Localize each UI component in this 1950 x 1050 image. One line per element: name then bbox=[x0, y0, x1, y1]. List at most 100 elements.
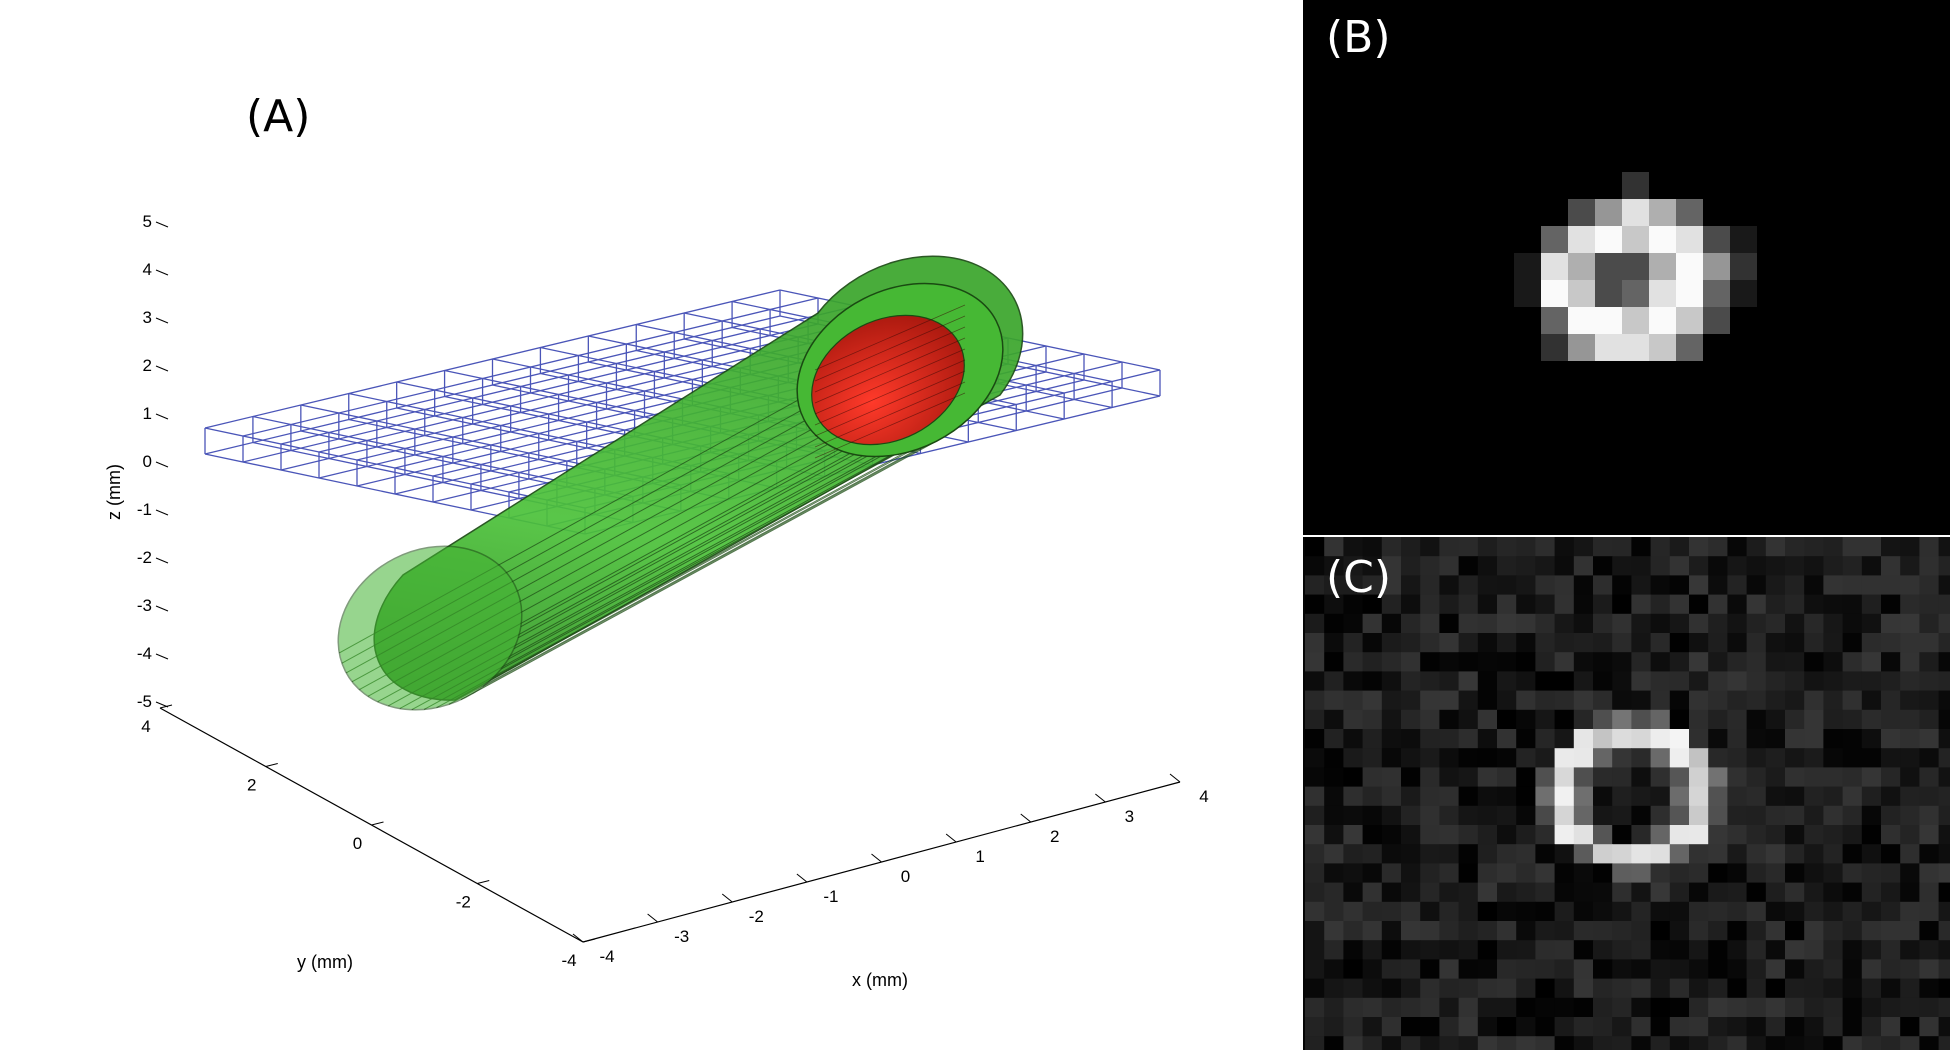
image-pixel bbox=[1593, 1036, 1613, 1050]
image-pixel bbox=[1593, 748, 1613, 768]
image-pixel bbox=[1420, 844, 1440, 864]
image-pixel bbox=[1746, 959, 1767, 980]
image-pixel bbox=[1669, 844, 1690, 864]
image-pixel bbox=[1401, 940, 1421, 960]
image-pixel bbox=[1458, 786, 1479, 807]
image-pixel bbox=[1593, 709, 1613, 730]
image-pixel bbox=[1535, 594, 1556, 615]
image-pixel bbox=[1785, 709, 1805, 730]
image-pixel bbox=[1746, 594, 1767, 615]
image-pixel bbox=[1708, 748, 1728, 768]
image-pixel bbox=[1612, 940, 1632, 960]
image-pixel bbox=[1612, 709, 1632, 730]
image-pixel bbox=[1631, 959, 1652, 980]
image-pixel bbox=[1631, 633, 1652, 653]
image-pixel bbox=[1900, 805, 1920, 826]
image-pixel bbox=[1593, 825, 1613, 845]
image-pixel bbox=[1727, 594, 1748, 615]
image-pixel bbox=[1477, 633, 1498, 653]
image-pixel bbox=[1362, 921, 1383, 941]
image-pixel bbox=[1727, 805, 1748, 826]
image-pixel bbox=[1362, 613, 1383, 634]
image-pixel bbox=[1703, 280, 1730, 307]
image-pixel bbox=[1746, 786, 1767, 807]
image-pixel bbox=[1631, 825, 1652, 845]
image-pixel bbox=[1595, 280, 1622, 307]
image-pixel bbox=[1727, 901, 1748, 922]
image-pixel bbox=[1516, 690, 1536, 711]
image-pixel bbox=[1343, 921, 1364, 941]
image-pixel bbox=[1689, 556, 1709, 576]
image-pixel bbox=[1631, 940, 1652, 960]
image-pixel bbox=[1842, 767, 1863, 788]
image-pixel bbox=[1689, 613, 1709, 634]
image-pixel bbox=[1669, 901, 1690, 922]
image-pixel bbox=[1516, 671, 1536, 692]
image-pixel bbox=[1823, 709, 1844, 730]
image-pixel bbox=[1730, 226, 1757, 253]
image-pixel bbox=[1381, 767, 1402, 788]
image-pixel bbox=[1689, 709, 1709, 730]
image-pixel bbox=[1439, 921, 1460, 941]
image-pixel bbox=[1919, 844, 1940, 864]
x-tick bbox=[1020, 813, 1032, 823]
image-pixel bbox=[1439, 729, 1460, 749]
image-pixel bbox=[1439, 1017, 1460, 1037]
image-pixel bbox=[1381, 805, 1402, 826]
image-pixel bbox=[1919, 594, 1940, 615]
image-pixel bbox=[1650, 959, 1671, 980]
image-pixel bbox=[1516, 652, 1536, 672]
image-pixel bbox=[1631, 844, 1652, 864]
y-tick bbox=[159, 704, 173, 709]
image-pixel bbox=[1804, 825, 1824, 845]
image-pixel bbox=[1746, 863, 1767, 884]
image-pixel bbox=[1420, 537, 1440, 557]
image-pixel bbox=[1746, 901, 1767, 922]
image-pixel bbox=[1785, 844, 1805, 864]
image-pixel bbox=[1823, 901, 1844, 922]
image-pixel bbox=[1439, 1036, 1460, 1050]
image-pixel bbox=[1861, 786, 1882, 807]
y-tick bbox=[371, 821, 384, 826]
image-pixel bbox=[1650, 901, 1671, 922]
image-pixel bbox=[1900, 959, 1920, 980]
image-pixel bbox=[1785, 671, 1805, 692]
image-pixel bbox=[1324, 633, 1344, 653]
image-pixel bbox=[1765, 1017, 1786, 1037]
image-pixel bbox=[1900, 594, 1920, 615]
image-pixel bbox=[1746, 556, 1767, 576]
image-pixel bbox=[1343, 901, 1364, 922]
image-pixel bbox=[1727, 729, 1748, 749]
image-pixel bbox=[1477, 921, 1498, 941]
image-pixel bbox=[1554, 594, 1575, 615]
image-pixel bbox=[1381, 633, 1402, 653]
image-pixel bbox=[1919, 729, 1940, 749]
image-pixel bbox=[1727, 613, 1748, 634]
image-pixel bbox=[1516, 786, 1536, 807]
image-pixel bbox=[1900, 940, 1920, 960]
image-pixel bbox=[1401, 633, 1421, 653]
image-pixel bbox=[1593, 786, 1613, 807]
image-pixel bbox=[1842, 844, 1863, 864]
image-pixel bbox=[1305, 863, 1325, 884]
image-pixel bbox=[1343, 652, 1364, 672]
image-pixel bbox=[1573, 633, 1594, 653]
image-pixel bbox=[1708, 844, 1728, 864]
image-pixel bbox=[1746, 921, 1767, 941]
image-pixel bbox=[1612, 805, 1632, 826]
image-pixel bbox=[1708, 940, 1728, 960]
image-pixel bbox=[1727, 537, 1748, 557]
image-pixel bbox=[1593, 633, 1613, 653]
image-pixel bbox=[1595, 253, 1622, 280]
image-pixel bbox=[1593, 978, 1613, 999]
image-pixel bbox=[1765, 709, 1786, 730]
image-pixel bbox=[1804, 844, 1824, 864]
image-pixel bbox=[1785, 575, 1805, 596]
image-pixel bbox=[1708, 556, 1728, 576]
image-pixel bbox=[1305, 1017, 1325, 1037]
image-pixel bbox=[1881, 882, 1901, 903]
z-axis: -5 -4 -3 -2 -1 0 1 2 3 4 5 bbox=[137, 212, 169, 711]
image-pixel bbox=[1861, 652, 1882, 672]
image-pixel bbox=[1497, 786, 1517, 807]
image-pixel bbox=[1305, 921, 1325, 941]
